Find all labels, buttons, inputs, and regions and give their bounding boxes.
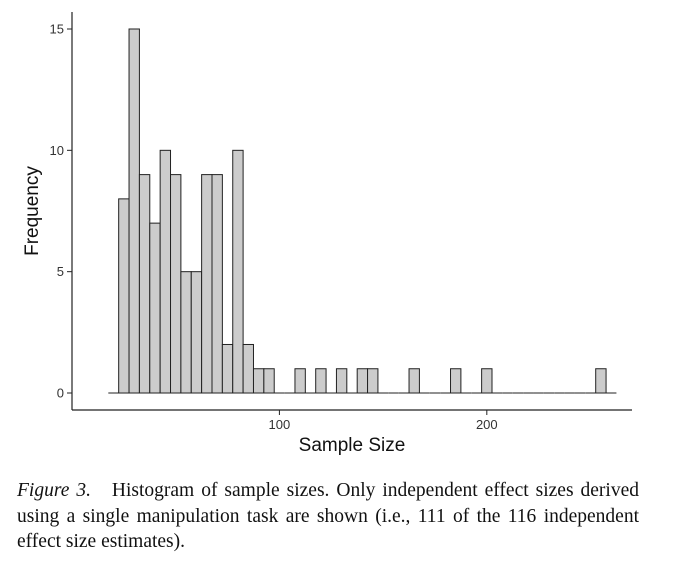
histogram-bar: [315, 368, 327, 394]
histogram-bar: [294, 368, 306, 394]
histogram-bar: [263, 368, 275, 394]
histogram-bar: [190, 271, 203, 394]
histogram-bar: [159, 149, 172, 394]
histogram-bar: [118, 198, 130, 394]
y-tick-label: 15: [50, 21, 64, 36]
histogram-bar: [138, 174, 151, 394]
histogram-bar: [221, 343, 234, 394]
histogram-bar: [242, 343, 254, 394]
histogram-bar: [211, 174, 223, 394]
histogram-bar: [450, 368, 462, 394]
histogram-bar: [595, 368, 607, 394]
y-ticks-group: 0 5 10 15: [50, 21, 72, 401]
x-tick-label: 200: [476, 417, 498, 432]
histogram-bar: [335, 368, 348, 394]
histogram-bar: [252, 368, 265, 394]
x-axis-title: Sample Size: [299, 435, 406, 456]
x-ticks-group: 100 200: [269, 410, 498, 432]
figure-caption: Figure 3. Histogram of sample sizes. Onl…: [17, 478, 639, 555]
y-axis-title: Frequency: [22, 166, 43, 256]
y-tick-label: 5: [57, 264, 64, 279]
x-tick-label: 100: [269, 417, 291, 432]
histogram-bar: [180, 271, 192, 394]
histogram-bar: [128, 28, 140, 394]
y-tick-label: 10: [50, 143, 64, 158]
histogram-bar: [201, 174, 213, 394]
bars-group: [108, 28, 617, 394]
y-tick-label: 0: [57, 386, 64, 401]
histogram-bar: [356, 368, 369, 394]
histogram-bar: [408, 368, 420, 394]
caption-label: Figure 3.: [17, 480, 91, 501]
histogram-bar: [149, 222, 161, 394]
histogram-bar: [232, 149, 244, 394]
caption-text: Histogram of sample sizes. Only independ…: [17, 480, 639, 552]
histogram-bar: [367, 368, 379, 394]
histogram-bar: [170, 174, 182, 394]
histogram-chart: 0 5 10 15 100 200 Sample Size Frequency: [22, 12, 632, 456]
histogram-bar: [481, 368, 493, 394]
